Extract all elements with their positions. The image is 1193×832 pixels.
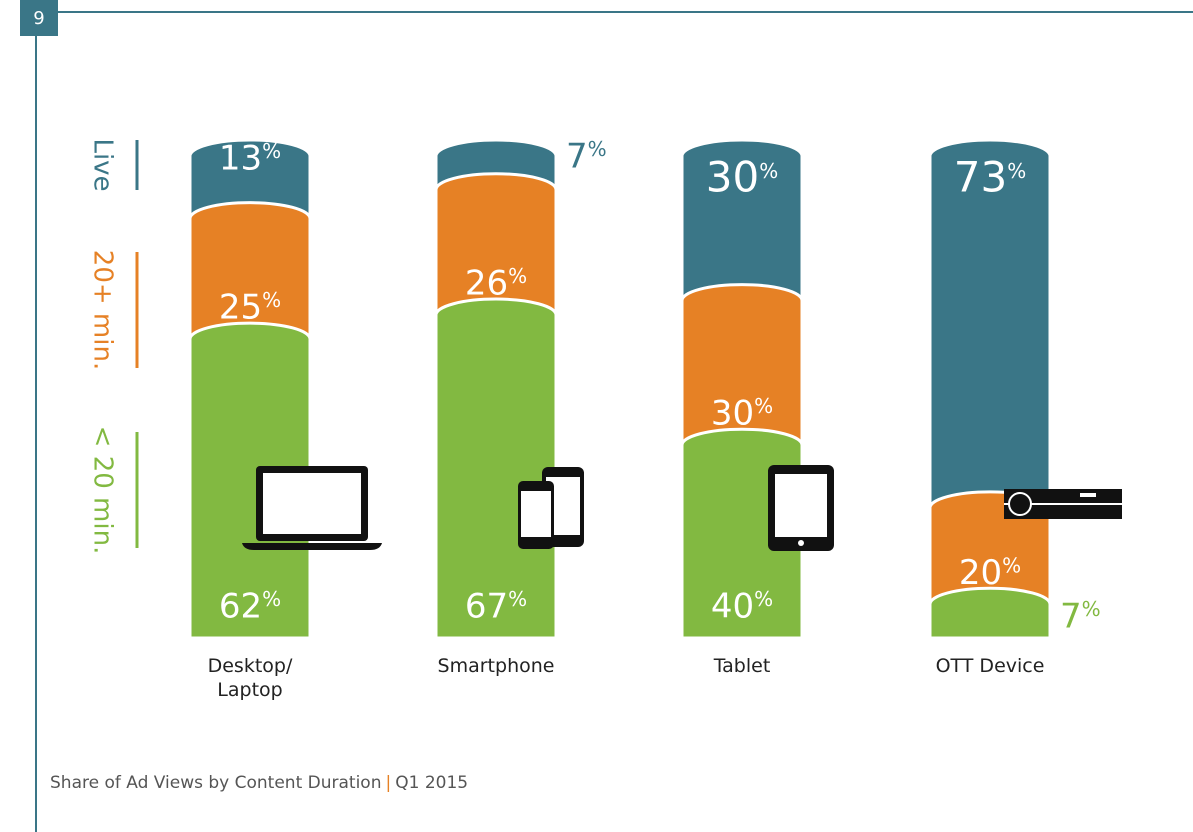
- bar-segment: [188, 138, 312, 221]
- bar-segment: [434, 297, 558, 640]
- x-tick-label: OTT Device: [935, 655, 1045, 677]
- data-label: 30%: [706, 153, 778, 202]
- legend-label: 20+ min.: [88, 250, 118, 370]
- footer: Share of Ad Views by Content Duration | Q1…: [50, 773, 468, 793]
- x-tick-label: Desktop/ Laptop: [207, 655, 293, 701]
- bar-segment: [188, 321, 312, 640]
- bar-segment: [434, 172, 558, 317]
- legend-label: < 20 min.: [88, 426, 118, 555]
- page-number: 9: [33, 8, 44, 29]
- x-tick-label: Tablet: [713, 655, 771, 677]
- page-number-box: [20, 0, 58, 36]
- footer-subtitle: Q1 2015: [395, 773, 469, 793]
- bar-segment: [680, 283, 804, 447]
- data-label: 7%: [1060, 597, 1101, 637]
- icons: [242, 465, 1122, 551]
- legend-label: Live: [88, 138, 118, 191]
- bar-segment: [928, 138, 1052, 510]
- data-label: 13%: [219, 139, 281, 179]
- data-label: 7%: [566, 137, 607, 177]
- bar-segment: [680, 138, 804, 303]
- footer-title: Share of Ad Views by Content Duration: [50, 773, 382, 793]
- bar-segment: [928, 586, 1052, 640]
- footer-separator: |: [385, 773, 392, 793]
- bar-segment: [188, 201, 312, 341]
- data-label: 67%: [465, 587, 527, 627]
- x-tick-label: Smartphone: [437, 655, 555, 677]
